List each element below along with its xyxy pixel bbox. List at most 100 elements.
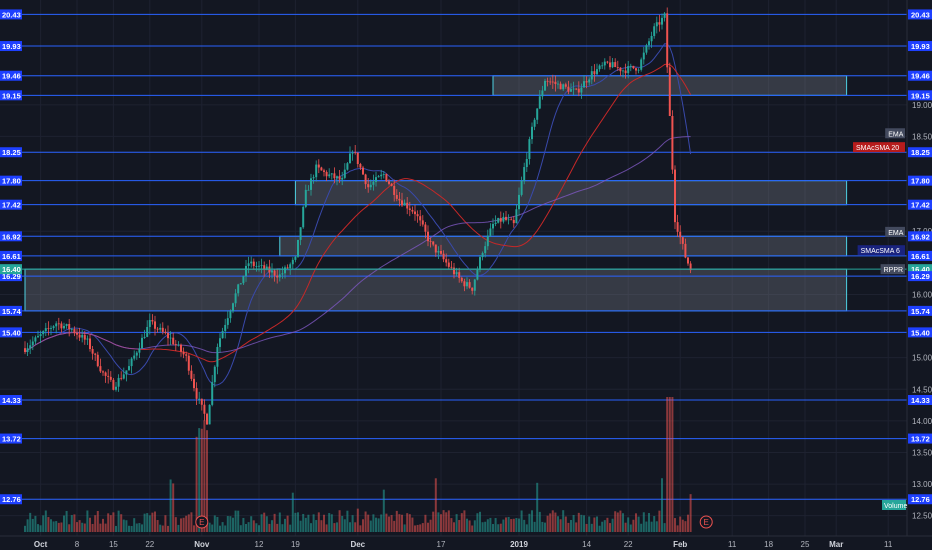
candle-body — [255, 266, 258, 267]
candle-body — [622, 70, 624, 72]
candle-body — [47, 328, 50, 329]
volume-bar — [606, 517, 609, 532]
candle-body — [271, 270, 273, 273]
candle-body — [442, 253, 445, 260]
level-label: 13.72 — [2, 435, 21, 444]
candle-body — [424, 224, 427, 232]
candle-body — [265, 266, 268, 270]
volume-bar — [588, 516, 591, 532]
candle-body — [325, 171, 328, 177]
candle-body — [427, 231, 429, 242]
volume-bar — [390, 515, 393, 532]
indicator-tag: EMA — [888, 131, 904, 138]
price-tick: 16.00 — [912, 290, 932, 299]
candle-body — [161, 327, 164, 332]
time-axis[interactable]: Oct 8 15 22 Nov 12 19 Dec 17 2019 14 22 Feb 11 18 25 Mar… — [34, 540, 893, 549]
candle-body — [104, 372, 107, 376]
time-tick: 8 — [75, 540, 80, 549]
volume-bar — [341, 515, 344, 532]
volume-bar — [271, 520, 273, 532]
volume-bar — [551, 510, 554, 532]
candle-body — [312, 177, 315, 179]
candle-body — [63, 325, 65, 329]
volume-bar — [336, 522, 338, 532]
volume-bar — [549, 513, 552, 532]
candle-body — [632, 65, 635, 69]
volume-bar — [559, 519, 562, 532]
candle-body — [351, 152, 354, 154]
volume-bar — [541, 521, 544, 532]
candle-body — [356, 152, 359, 164]
candle-body — [541, 90, 544, 97]
candle-body — [416, 214, 419, 217]
volume-bar — [512, 518, 515, 532]
volume-bar — [598, 525, 601, 532]
volume-bar — [520, 510, 523, 532]
volume-bar — [148, 515, 151, 532]
indicator-tag-bg — [857, 245, 905, 256]
candle-body — [603, 61, 606, 66]
volume-bar — [206, 430, 208, 532]
candle-body — [489, 228, 492, 236]
volume-bar — [645, 521, 648, 532]
level-label: 19.46 — [2, 72, 21, 81]
candle-body — [544, 80, 546, 91]
volume-bar — [328, 513, 331, 532]
volume-bar — [325, 524, 328, 532]
time-tick: Nov — [194, 540, 210, 549]
volume-bar — [609, 523, 611, 532]
volume-bar — [577, 512, 580, 532]
candle-body — [559, 83, 562, 90]
candle-body — [206, 413, 208, 425]
candle-body — [258, 265, 260, 267]
candle-body — [42, 331, 45, 335]
time-tick: 12 — [255, 540, 264, 549]
level-label-bg — [0, 9, 22, 20]
volume-bar — [655, 521, 658, 532]
volume-bars — [24, 397, 692, 532]
volume-bar — [507, 516, 510, 532]
level-tag-bg — [908, 175, 932, 186]
volume-bar — [460, 513, 463, 532]
candle-body — [156, 328, 159, 330]
time-tick: Dec — [350, 540, 365, 549]
level-tag-bg — [908, 395, 932, 406]
volume-bar — [624, 522, 627, 532]
volume-bar — [265, 516, 268, 532]
ema-line — [24, 136, 691, 354]
candle-body — [237, 284, 240, 294]
candle-body — [447, 262, 450, 267]
candle-body — [146, 326, 149, 337]
volume-bar — [112, 512, 115, 532]
candle-body — [141, 337, 143, 349]
candle-body — [585, 81, 588, 83]
level-tag: 16.92 — [911, 232, 930, 241]
indicator-tag-bg — [880, 264, 905, 275]
candle-body — [653, 26, 656, 36]
level-tag: 20.43 — [911, 10, 930, 19]
candle-body — [676, 222, 679, 232]
price-tick: 13.00 — [912, 480, 932, 489]
candle-body — [346, 163, 349, 170]
level-tag-bg — [908, 494, 932, 505]
volume-bar — [611, 518, 614, 532]
price-tick: 14.50 — [912, 385, 932, 394]
candle-body — [671, 116, 674, 170]
candle-body — [102, 371, 104, 373]
volume-bar — [234, 510, 237, 532]
volume-bar — [34, 515, 37, 532]
candle-body — [44, 328, 47, 332]
volume-bar — [635, 513, 637, 532]
volume-bar — [237, 510, 240, 532]
volume-bar — [419, 524, 422, 532]
candle-body — [200, 398, 203, 405]
candle-body — [213, 366, 216, 383]
volume-bar — [544, 522, 546, 532]
time-tick: 18 — [764, 540, 773, 549]
volume-bar — [382, 489, 385, 532]
volume-bar — [557, 516, 559, 532]
price-zone — [24, 268, 848, 312]
